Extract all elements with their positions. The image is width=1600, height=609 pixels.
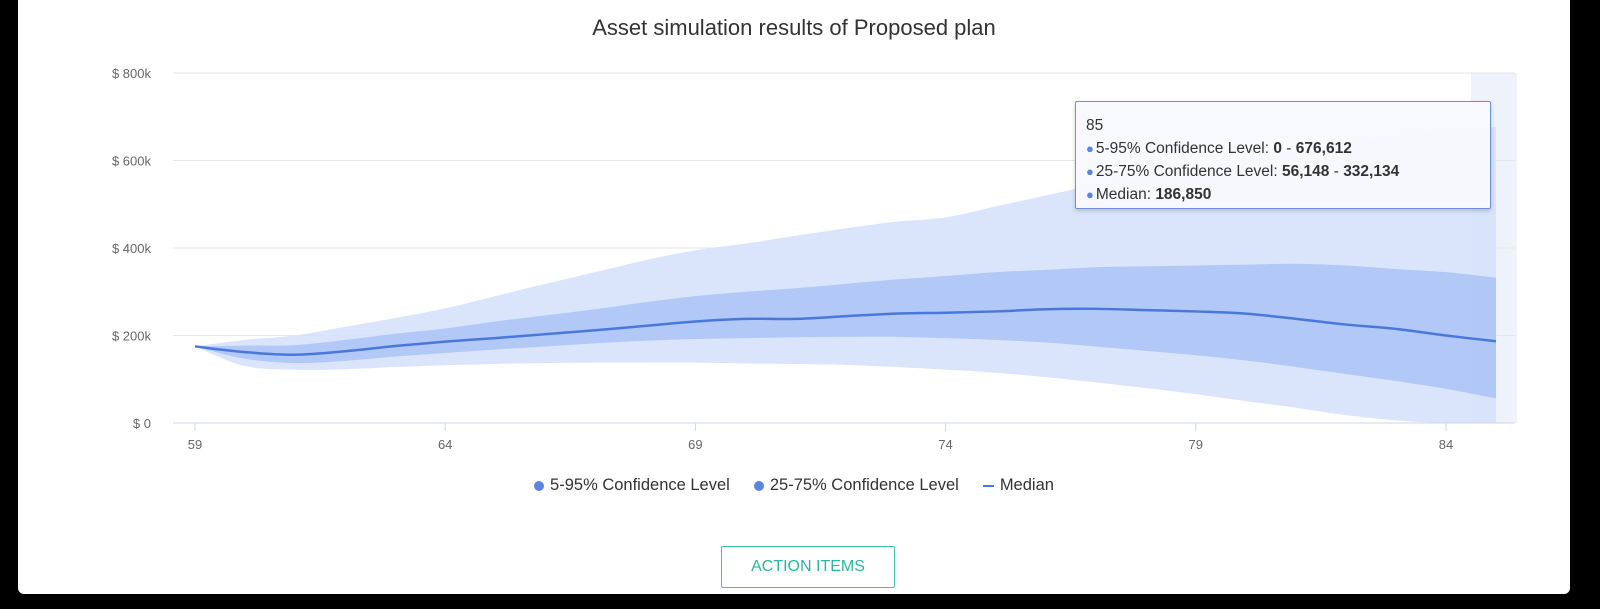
hover-tooltip: 85 ● 5-95% Confidence Level: 0 - 676,612 … [1075, 101, 1491, 209]
simulation-chart[interactable]: $ 0 $ 200k $ 400k $ 600k $ 800k 59 64 69 74 79 84 [18, 0, 1570, 470]
legend-label: 25-75% Confidence Level [769, 476, 959, 494]
chart-card: Asset simulation results of Proposed pla… [18, 0, 1570, 594]
legend-dot-icon [753, 480, 764, 491]
tooltip-dot-icon: ● [1086, 187, 1094, 202]
tooltip-separator: - [1282, 140, 1296, 157]
action-items-button[interactable]: ACTION ITEMS [721, 546, 895, 588]
legend-line-icon [982, 484, 994, 487]
legend-item-inner-band[interactable]: 25-75% Confidence Level [753, 476, 959, 495]
x-tick-label: 69 [688, 437, 702, 452]
chart-title: Asset simulation results of Proposed pla… [592, 15, 996, 40]
series-band-25-75 [195, 263, 1496, 399]
tooltip-value-low: 0 [1273, 140, 1282, 157]
x-tick-label: 64 [438, 437, 452, 452]
tooltip-separator: - [1329, 163, 1344, 180]
tooltip-row-inner-band: ● 25-75% Confidence Level: 56,148 - 332,1… [1086, 160, 1480, 183]
legend-item-outer-band[interactable]: 5-95% Confidence Level [534, 476, 730, 495]
tooltip-value-median: 186,850 [1155, 186, 1212, 203]
tooltip-row-outer-band: ● 5-95% Confidence Level: 0 - 676,612 [1086, 137, 1480, 160]
tooltip-dot-icon: ● [1086, 164, 1094, 179]
legend-dot-icon [534, 480, 545, 491]
tooltip-header: 85 [1086, 117, 1104, 134]
legend-item-median[interactable]: Median [982, 476, 1054, 495]
y-tick-label: $ 600k [112, 154, 152, 169]
x-tick-label: 79 [1189, 437, 1203, 452]
legend-label: Median [999, 476, 1054, 494]
tooltip-value-high: 676,612 [1295, 140, 1352, 157]
tooltip-label: 5-95% Confidence Level: [1095, 140, 1274, 157]
x-tick-label: 59 [188, 437, 202, 452]
tooltip-value-low: 56,148 [1281, 163, 1330, 180]
y-tick-label: $ 800k [112, 66, 152, 81]
y-tick-label: $ 0 [133, 416, 151, 431]
tooltip-row-median: ● Median: 186,850 [1086, 183, 1480, 206]
x-tick-label: 74 [938, 437, 952, 452]
x-tick-label: 84 [1439, 437, 1453, 452]
axis-labels: $ 0 $ 200k $ 400k $ 600k $ 800k 59 64 69 74 79 84 [112, 66, 1515, 452]
tooltip-dot-icon: ● [1086, 141, 1094, 156]
chart-legend: 5-95% Confidence Level 25-75% Confidence… [18, 476, 1570, 495]
y-tick-label: $ 200k [112, 329, 152, 344]
series-line-median [194, 307, 1497, 357]
y-tick-label: $ 400k [112, 241, 152, 256]
tooltip-value-high: 332,134 [1343, 163, 1400, 180]
tooltip-label: Median: [1095, 186, 1156, 203]
legend-label: 5-95% Confidence Level [550, 476, 730, 494]
tooltip-label: 25-75% Confidence Level: [1095, 163, 1282, 180]
